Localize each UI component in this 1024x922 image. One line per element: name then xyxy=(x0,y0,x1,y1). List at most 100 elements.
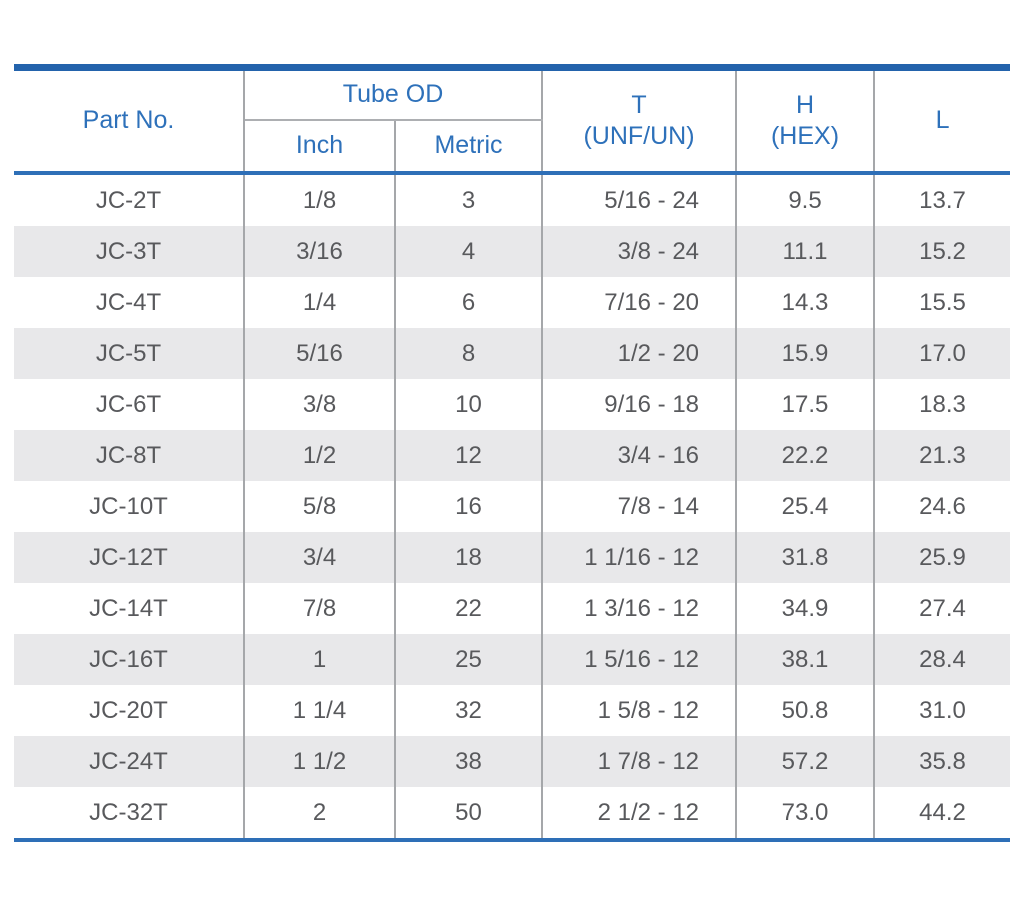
cell-l: 27.4 xyxy=(873,583,1011,634)
cell-t: 1 7/8 - 12 xyxy=(541,736,737,787)
cell-t: 1 5/16 - 12 xyxy=(541,634,737,685)
cell-l: 44.2 xyxy=(873,787,1011,840)
table-row: JC-32T 2 50 2 1/2 - 12 73.0 44.2 xyxy=(14,787,1011,840)
cell-t: 3/8 - 24 xyxy=(541,226,737,277)
table-row: JC-16T 1 25 1 5/16 - 12 38.1 28.4 xyxy=(14,634,1011,685)
cell-h: 9.5 xyxy=(735,173,875,226)
cell-metric: 8 xyxy=(393,328,543,379)
cell-part-no: JC-6T xyxy=(95,390,162,418)
cell-l: 35.8 xyxy=(873,736,1011,787)
cell-part-no: JC-3T xyxy=(95,237,162,265)
cell-metric: 18 xyxy=(393,532,543,583)
header-t-line2: (UNF/UN) xyxy=(583,122,695,150)
cell-part-no: JC-16T xyxy=(89,645,168,673)
table-row: JC-3T 3/16 4 3/8 - 24 11.1 15.2 xyxy=(14,226,1011,277)
cell-l: 25.9 xyxy=(873,532,1011,583)
cell-metric: 6 xyxy=(393,277,543,328)
cell-l: 15.5 xyxy=(873,277,1011,328)
cell-l: 31.0 xyxy=(873,685,1011,736)
cell-inch: 1/2 xyxy=(243,430,395,481)
cell-inch: 1 1/2 xyxy=(243,736,395,787)
table-body: JC-2T 1/8 3 5/16 - 24 9.5 13.7 JC-3T 3/16 4 3/8 -… xyxy=(14,173,1011,840)
cell-t: 3/4 - 16 xyxy=(541,430,737,481)
table-row: JC-14T 7/8 22 1 3/16 - 12 34.9 27.4 xyxy=(14,583,1011,634)
cell-part-no: JC-12T xyxy=(89,543,168,571)
cell-h: 73.0 xyxy=(735,787,875,840)
cell-t: 5/16 - 24 xyxy=(541,173,737,226)
cell-part-no: JC-32T xyxy=(89,798,168,826)
cell-t: 1 1/16 - 12 xyxy=(541,532,737,583)
header-t-line1: T xyxy=(631,90,647,119)
cell-metric: 38 xyxy=(393,736,543,787)
cell-inch: 7/8 xyxy=(243,583,395,634)
cell-inch: 3/4 xyxy=(243,532,395,583)
cell-l: 15.2 xyxy=(873,226,1011,277)
fitting-spec-table: Part No. Tube OD T (UNF/UN) H (HEX) L In… xyxy=(14,64,1011,842)
cell-inch: 2 xyxy=(243,787,395,840)
header-l: L xyxy=(873,67,1011,175)
cell-t: 7/16 - 20 xyxy=(541,277,737,328)
cell-t: 9/16 - 18 xyxy=(541,379,737,430)
cell-inch: 5/16 xyxy=(243,328,395,379)
cell-h: 38.1 xyxy=(735,634,875,685)
header-tube-od: Tube OD xyxy=(244,67,543,121)
header-h-hex: H (HEX) xyxy=(735,67,875,175)
table-header: Part No. Tube OD T (UNF/UN) H (HEX) L In… xyxy=(14,67,1011,175)
cell-h: 34.9 xyxy=(735,583,875,634)
cell-inch: 5/8 xyxy=(243,481,395,532)
cell-part-no: JC-14T xyxy=(89,594,168,622)
cell-h: 50.8 xyxy=(735,685,875,736)
cell-inch: 1/4 xyxy=(243,277,395,328)
table-row: JC-20T 1 1/4 32 1 5/8 - 12 50.8 31.0 xyxy=(14,685,1011,736)
cell-metric: 3 xyxy=(393,173,543,226)
cell-t: 1 5/8 - 12 xyxy=(541,685,737,736)
cell-metric: 32 xyxy=(393,685,543,736)
table-row: JC-2T 1/8 3 5/16 - 24 9.5 13.7 xyxy=(14,173,1011,226)
cell-part-no: JC-24T xyxy=(89,747,168,775)
header-part-no: Part No. xyxy=(14,67,245,175)
cell-t: 1/2 - 20 xyxy=(541,328,737,379)
cell-metric: 22 xyxy=(393,583,543,634)
cell-inch: 1/8 xyxy=(243,173,395,226)
header-metric: Metric xyxy=(393,120,543,175)
cell-inch: 1 xyxy=(243,634,395,685)
cell-l: 18.3 xyxy=(873,379,1011,430)
cell-part-no: JC-2T xyxy=(95,186,162,214)
cell-h: 15.9 xyxy=(735,328,875,379)
cell-metric: 4 xyxy=(393,226,543,277)
cell-part-no: JC-8T xyxy=(95,441,162,469)
cell-metric: 10 xyxy=(393,379,543,430)
cell-h: 14.3 xyxy=(735,277,875,328)
header-t-unf-un: T (UNF/UN) xyxy=(541,67,737,175)
table-row: JC-10T 5/8 16 7/8 - 14 25.4 24.6 xyxy=(14,481,1011,532)
cell-l: 28.4 xyxy=(873,634,1011,685)
cell-h: 31.8 xyxy=(735,532,875,583)
cell-h: 25.4 xyxy=(735,481,875,532)
header-h-line1: H xyxy=(795,90,815,119)
cell-metric: 50 xyxy=(393,787,543,840)
cell-part-no: JC-4T xyxy=(95,288,162,316)
cell-metric: 25 xyxy=(393,634,543,685)
cell-l: 24.6 xyxy=(873,481,1011,532)
header-h-line2: (HEX) xyxy=(770,122,840,150)
table-row: JC-4T 1/4 6 7/16 - 20 14.3 15.5 xyxy=(14,277,1011,328)
cell-inch: 3/8 xyxy=(243,379,395,430)
cell-h: 22.2 xyxy=(735,430,875,481)
cell-h: 11.1 xyxy=(735,226,875,277)
cell-l: 21.3 xyxy=(873,430,1011,481)
cell-inch: 1 1/4 xyxy=(243,685,395,736)
table-row: JC-5T 5/16 8 1/2 - 20 15.9 17.0 xyxy=(14,328,1011,379)
table-row: JC-12T 3/4 18 1 1/16 - 12 31.8 25.9 xyxy=(14,532,1011,583)
header-inch: Inch xyxy=(244,120,395,175)
cell-l: 17.0 xyxy=(873,328,1011,379)
cell-part-no: JC-10T xyxy=(89,492,168,520)
cell-metric: 16 xyxy=(393,481,543,532)
cell-t: 7/8 - 14 xyxy=(541,481,737,532)
cell-metric: 12 xyxy=(393,430,543,481)
cell-h: 17.5 xyxy=(735,379,875,430)
cell-h: 57.2 xyxy=(735,736,875,787)
cell-part-no: JC-5T xyxy=(95,339,162,367)
cell-inch: 3/16 xyxy=(243,226,395,277)
table-row: JC-6T 3/8 10 9/16 - 18 17.5 18.3 xyxy=(14,379,1011,430)
